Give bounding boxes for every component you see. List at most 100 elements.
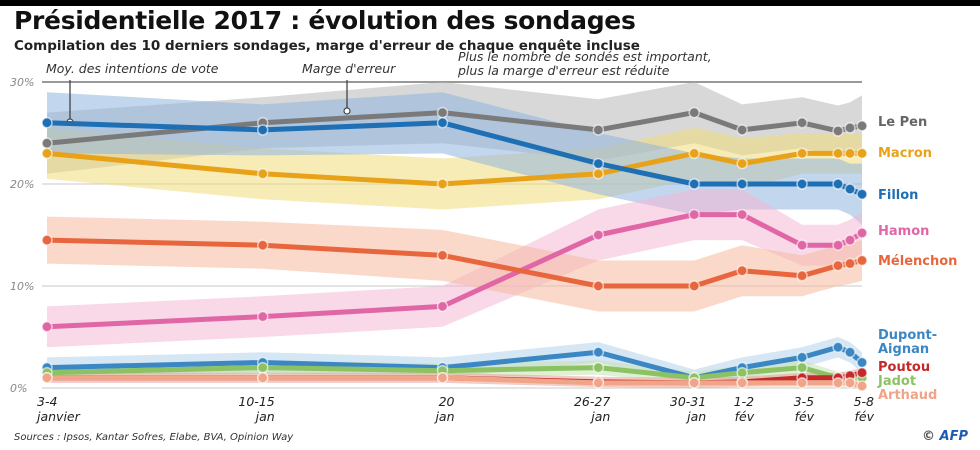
data-point-macron [41,147,53,160]
data-point-poutou [856,366,868,379]
data-point-dupont-aignan [796,351,808,364]
copyright-symbol: © [921,429,935,444]
series-line-fillon [44,120,865,197]
data-point-le-pen [736,124,748,136]
data-point-dupont-aignan [856,356,868,369]
data-point-fillon [856,188,868,200]
data-point-hamon [736,208,748,221]
data-point-arthaud [796,377,808,389]
data-point-macron [796,147,808,160]
data-point-fillon [41,117,53,129]
data-point-macron [844,147,856,160]
credit: © AFP [922,429,968,444]
data-point-jadot [256,361,269,374]
data-point-arthaud [436,372,449,384]
data-point-jadot [592,361,605,374]
data-point-arthaud [856,380,868,392]
series-end-labels: Le PenMacronFillonHamonMélenchonDupont-A… [877,115,957,403]
data-point-arthaud [736,377,748,389]
data-point-macron [736,157,748,170]
margin-band-hamon [47,189,862,348]
end-label: Dupont- [878,328,937,343]
end-label: Poutou [878,360,930,375]
annotation-margin: Marge d'erreur [302,61,396,76]
annotation-note-line1: Plus le nombre de sondés est important, [458,49,712,64]
x-axis-labels: 3-4janvier10-15jan20jan26-27jan30-31jan1… [35,394,875,424]
data-point-le-pen [844,122,856,134]
data-point-arthaud [592,377,605,389]
afp-logo: AFP [939,429,968,444]
data-point-arthaud [832,377,844,389]
sources-text: Sources : Ipsos, Kantar Sofres, Elabe, B… [14,432,294,443]
data-point-hamon [436,300,449,313]
data-point-arthaud [41,372,53,384]
x-tick-label: 3-5 [794,394,814,409]
data-point-melenchon [592,280,605,292]
data-point-arthaud [688,377,700,389]
data-point-hamon [41,321,53,333]
data-point-dupont-aignan [592,346,605,359]
data-point-fillon [844,183,856,195]
annotation-note-line2: plus la marge d'erreur est réduite [458,63,670,78]
x-tick-label: 5-8 [854,394,874,409]
end-label: Le Pen [878,115,927,130]
data-point-melenchon [736,264,748,277]
series-line-melenchon [44,237,865,289]
data-point-le-pen [592,124,605,136]
end-label: Macron [878,146,932,161]
data-point-hamon [844,234,856,246]
x-tick-label: jan [254,409,275,424]
data-point-melenchon [844,257,856,270]
series-line-dupont-aignan [44,344,865,381]
data-point-dupont-aignan [832,341,844,353]
end-label: Arthaud [878,388,937,403]
x-tick-label: janvier [35,409,81,424]
data-point-melenchon [436,249,449,262]
x-tick-label: jan [433,409,454,424]
data-point-le-pen [856,120,868,132]
x-tick-label: 1-2 [734,394,754,409]
series-line-hamon [44,212,865,330]
y-tick-label: 30% [10,76,34,89]
callout-dot-margin [343,107,351,115]
data-point-fillon [256,124,269,136]
data-point-hamon [796,239,808,251]
data-point-fillon [688,178,700,190]
annotation-average: Moy. des intentions de vote [46,61,219,76]
x-tick-label: 10-15 [238,394,274,409]
data-point-melenchon [688,280,700,292]
data-point-dupont-aignan [844,346,856,359]
y-axis-labels: 0% 10% 20% 30% [10,76,34,395]
end-label: Jadot [877,374,916,389]
data-point-jadot [796,361,808,374]
data-point-fillon [436,117,449,129]
data-point-hamon [256,310,269,323]
data-point-melenchon [256,239,269,251]
data-point-melenchon [796,270,808,282]
data-point-le-pen [796,117,808,129]
y-tick-label: 20% [10,178,34,191]
x-tick-label: jan [589,409,610,424]
data-point-macron [592,168,605,180]
data-point-fillon [832,178,844,190]
x-tick-label: 26-27 [574,394,610,409]
data-point-le-pen [436,106,449,119]
data-point-fillon [592,157,605,170]
data-point-macron [436,178,449,190]
data-point-melenchon [41,234,53,246]
data-point-le-pen [41,137,53,149]
x-tick-label: jan [685,409,706,424]
top-bar [0,0,980,6]
data-point-macron [688,147,700,160]
series-points [41,106,868,392]
data-point-macron [256,168,269,180]
y-tick-label: 10% [10,280,34,293]
end-label: Aignan [878,342,929,357]
data-point-hamon [688,208,700,221]
data-point-hamon [832,239,844,251]
x-tick-label: fév [795,409,815,424]
x-tick-label: 3-4 [37,394,57,409]
series-line-le-pen [44,110,865,146]
chart-subtitle: Compilation des 10 derniers sondages, ma… [14,38,640,54]
